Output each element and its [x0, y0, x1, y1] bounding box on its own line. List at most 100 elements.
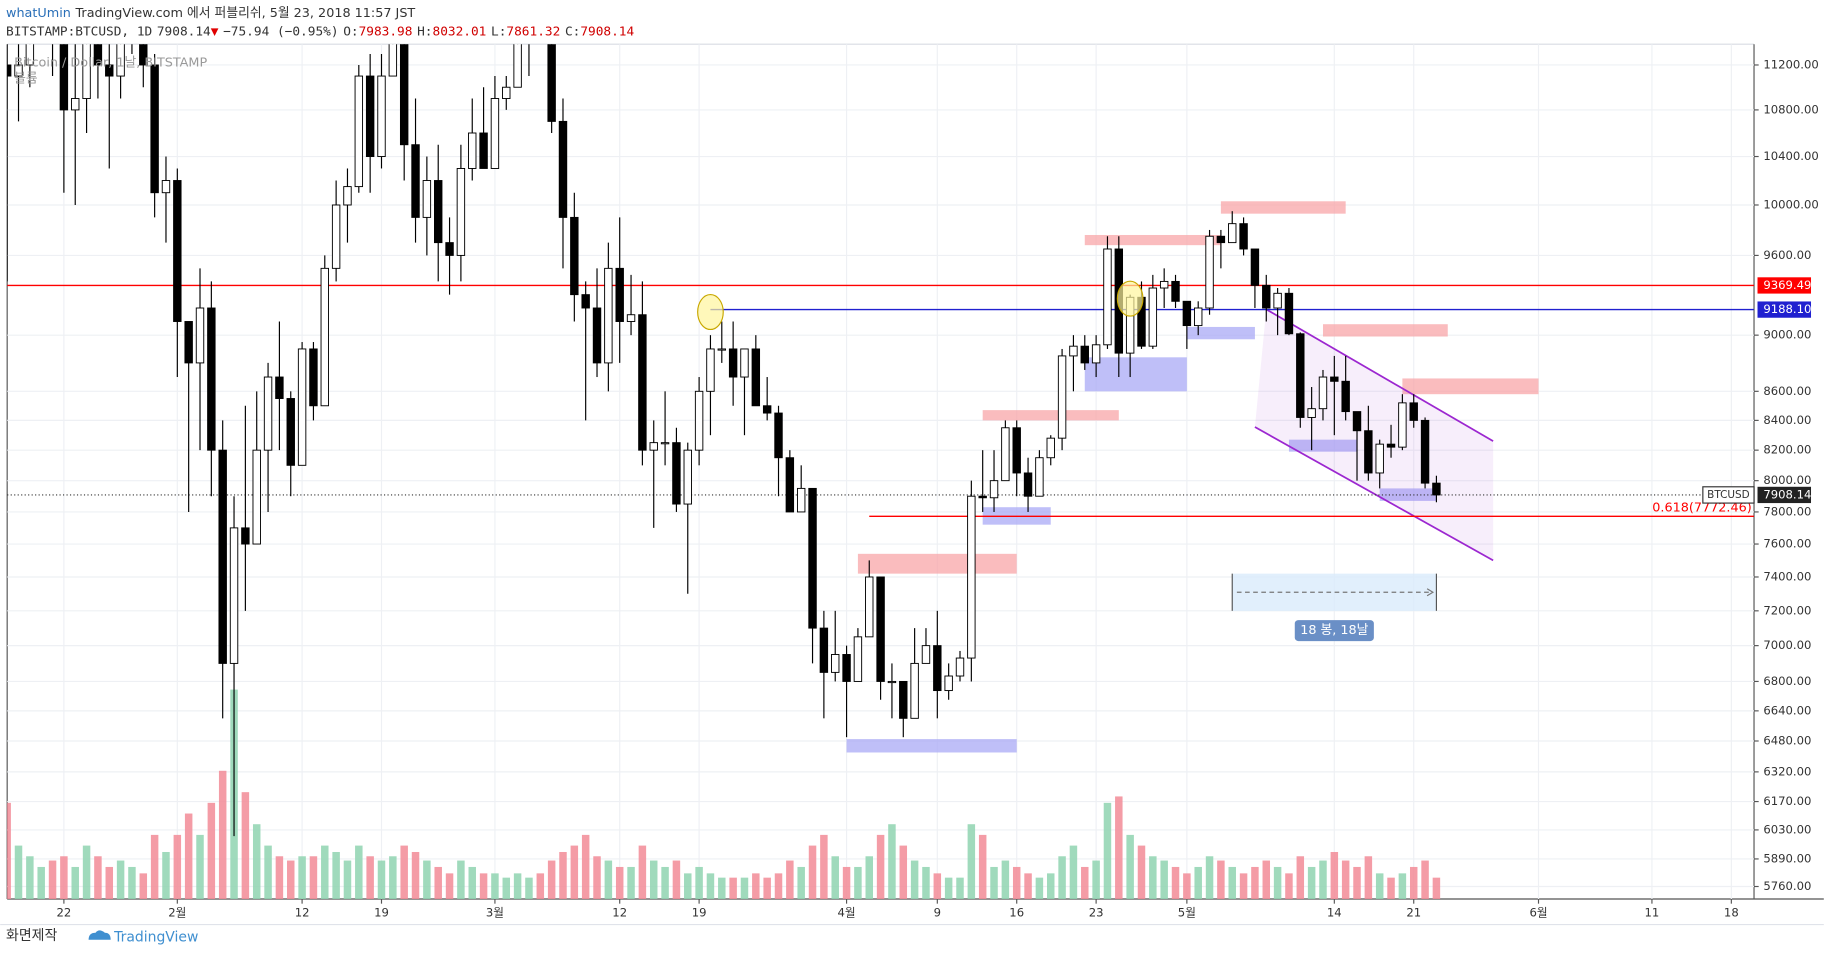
volume-bar [1273, 866, 1282, 900]
volume-bar [831, 856, 839, 900]
candle-body [1318, 376, 1328, 410]
zone [857, 553, 1017, 574]
volume-bar [842, 866, 851, 900]
volume-bar [638, 845, 647, 900]
candle-body [1284, 292, 1294, 335]
price-label: 9188.10 [1763, 302, 1811, 316]
channel-fill [1254, 309, 1494, 561]
volume-bar [1262, 860, 1271, 900]
candle-body [377, 75, 386, 157]
candle-body [910, 662, 919, 719]
volume-bar [275, 856, 284, 900]
y-tick-label: 7200.00 [1763, 603, 1811, 617]
volume-bar [933, 873, 942, 900]
volume-bar [808, 845, 817, 900]
volume-bar [400, 845, 408, 900]
candle-body [320, 267, 329, 407]
x-tick-label: 23 [1089, 905, 1104, 919]
candle-body [1159, 280, 1169, 289]
volume-bar [525, 877, 533, 900]
y-tick-label: 10000.00 [1763, 197, 1818, 211]
volume-bar [71, 866, 79, 900]
volume-bar [150, 834, 159, 900]
candle-body [105, 64, 114, 77]
volume-bar [207, 802, 216, 900]
candle-body [853, 636, 863, 682]
volume-bar [797, 866, 805, 900]
candle-body [649, 442, 658, 451]
candle-body [581, 294, 590, 309]
y-tick-label: 6640.00 [1763, 703, 1811, 717]
y-tick-label: 8200.00 [1763, 443, 1811, 457]
y-tick-label: 7800.00 [1763, 504, 1811, 518]
volume-bar [94, 856, 102, 900]
volume-bar [922, 866, 930, 900]
range-arrowhead [1426, 588, 1435, 597]
volume-bar [956, 877, 964, 900]
volume-bar [218, 770, 227, 900]
volume-bar [389, 856, 397, 900]
candle-body [547, 44, 556, 122]
candle-body [842, 654, 851, 682]
volume-bar [876, 834, 885, 900]
candle-body [59, 44, 69, 111]
volume-bar [1103, 802, 1112, 900]
candle-body [150, 64, 159, 194]
y-tick-label: 5890.00 [1763, 851, 1811, 865]
candle-body [1239, 223, 1248, 250]
candle-body [728, 348, 738, 378]
candle-body [955, 657, 965, 677]
y-tick-label: 6030.00 [1763, 822, 1811, 836]
candle-body [388, 44, 398, 77]
candle-body [706, 348, 715, 392]
candle-body [286, 398, 295, 466]
candle-body [1182, 300, 1192, 327]
x-tick-label: 21 [1406, 905, 1421, 919]
candle-body [967, 495, 976, 659]
candle-body [1046, 437, 1055, 459]
volume-bar [1001, 860, 1010, 900]
candle-body [944, 675, 953, 692]
channel-line [1254, 426, 1494, 562]
zone [1402, 378, 1539, 395]
volume-bar [1364, 856, 1373, 900]
candle-body [468, 132, 477, 169]
candle-body [456, 168, 466, 256]
candle-body [899, 680, 908, 719]
volume-bar [1012, 866, 1021, 900]
y-tick-label: 7400.00 [1763, 569, 1811, 583]
candle-body [1171, 280, 1180, 302]
volume-bar [468, 866, 476, 900]
candle-body [82, 44, 91, 99]
volume-bar [82, 845, 91, 900]
footer-made: 화면제작 [6, 928, 57, 944]
drawings-layer [7, 201, 1755, 753]
volume-bar [604, 860, 613, 900]
x-tick-label: 12 [612, 905, 627, 919]
volume-bar [1375, 873, 1384, 900]
candle-body [1193, 307, 1203, 327]
candle-body [331, 204, 341, 269]
candle-body [1262, 284, 1271, 309]
volume-bar [706, 873, 715, 900]
y-tick-label: 6800.00 [1763, 674, 1811, 688]
channel-line [1265, 308, 1494, 442]
author[interactable]: whatUmin [6, 5, 71, 20]
brand-logo [88, 930, 111, 940]
candle-body [604, 267, 613, 364]
candle-body [7, 64, 12, 77]
footer-brand[interactable]: TradingView [113, 929, 198, 945]
zone [982, 410, 1119, 421]
volume-bar [173, 834, 182, 900]
volume-bar [321, 845, 329, 900]
candle-body [513, 44, 522, 88]
candle-body [887, 680, 897, 684]
volume-bar [1035, 877, 1044, 900]
volume-bar [309, 856, 318, 900]
volume-bar [1149, 856, 1157, 900]
candle-body [263, 376, 273, 451]
marker [1116, 280, 1144, 317]
candle-body [229, 527, 239, 664]
candle-body [978, 495, 987, 499]
volume-bar [423, 860, 431, 900]
